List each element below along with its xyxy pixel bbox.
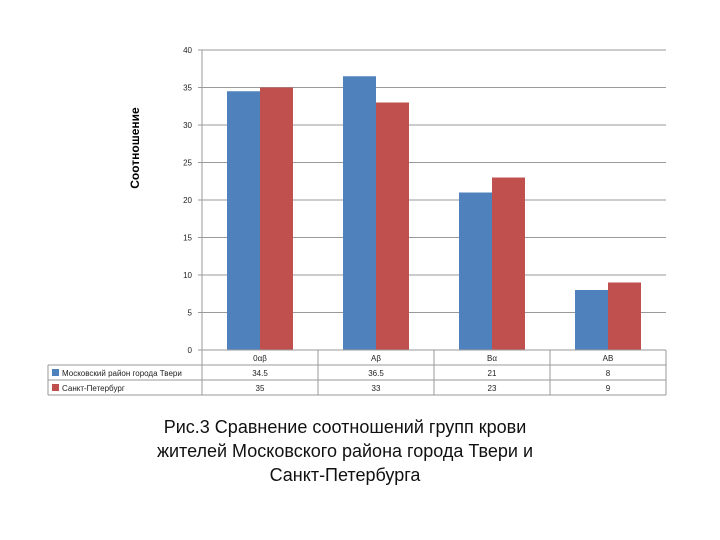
y-tick-label: 40	[183, 46, 192, 55]
bar-tver-3	[575, 290, 608, 350]
y-tick-label: 25	[183, 159, 192, 168]
bar-spb-2	[492, 177, 525, 350]
bar-tver-2	[459, 192, 492, 350]
data-table-value: 35	[256, 384, 265, 393]
y-tick-label: 30	[183, 121, 192, 130]
data-table: 0αβ Aβ Bα AB Московский район города Твери 34…	[47, 349, 667, 396]
bars	[227, 76, 641, 350]
y-tick-label: 5	[188, 309, 193, 318]
caption-line-2: жителей Московского района города Твери …	[156, 441, 534, 461]
y-tick-label: 35	[183, 84, 192, 93]
caption-line-3: Санкт-Петербурга	[269, 465, 421, 485]
bar-tver-0	[227, 91, 260, 350]
bar-spb-1	[376, 102, 409, 350]
figure-caption: Рис.3 Сравнение соотношений групп крови …	[130, 415, 560, 487]
data-table-value: 23	[488, 384, 497, 393]
legend-swatch	[52, 384, 59, 391]
y-tick-label: 15	[183, 234, 192, 243]
bar-spb-0	[260, 87, 293, 350]
y-axis: 0 5 10 15 20 25 30 35 40	[183, 46, 203, 355]
legend-swatch	[52, 369, 59, 376]
legend-series-name: Санкт-Петербург	[62, 384, 125, 393]
data-table-value: 8	[606, 369, 611, 378]
category-label: AB	[603, 354, 614, 363]
category-label: 0αβ	[253, 354, 267, 363]
y-axis-label: Соотношение	[128, 107, 142, 189]
bar-spb-3	[608, 282, 641, 350]
y-tick-label: 20	[183, 196, 192, 205]
category-label: Aβ	[371, 354, 381, 363]
y-tick-label: 10	[183, 271, 192, 280]
data-table-value: 33	[372, 384, 381, 393]
data-table-value: 36.5	[368, 369, 384, 378]
data-table-value: 34.5	[252, 369, 268, 378]
category-label: Bα	[487, 354, 497, 363]
caption-line-1: Рис.3 Сравнение соотношений групп крови	[163, 417, 527, 437]
data-table-value: 21	[488, 369, 497, 378]
data-table-value: 9	[606, 384, 611, 393]
legend-series-name: Московский район города Твери	[62, 369, 182, 378]
bar-tver-1	[343, 76, 376, 350]
bar-chart: 0 5 10 15 20 25 30 35 40 0αβ Aβ Bα AB Московский рай…	[47, 46, 667, 396]
y-tick-label: 0	[188, 346, 193, 355]
